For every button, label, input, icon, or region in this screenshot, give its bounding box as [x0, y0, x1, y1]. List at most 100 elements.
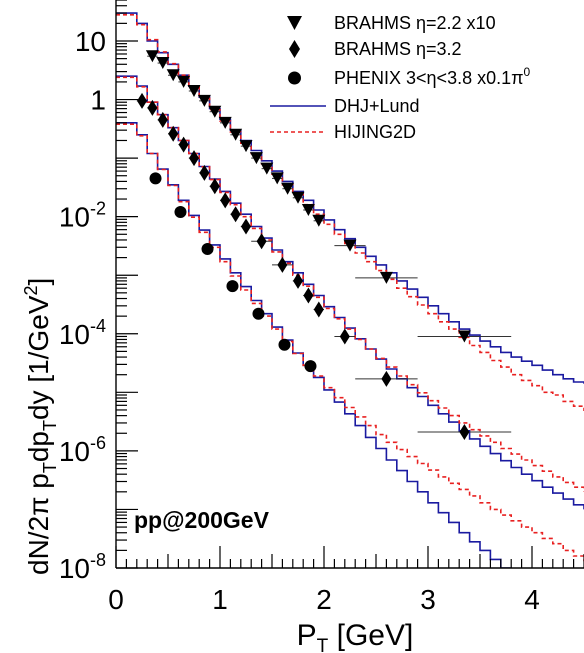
brahms-22-point	[208, 105, 222, 118]
y-tick-mantissa: 10	[59, 436, 90, 467]
hijing2d-curve-lower	[116, 123, 584, 562]
brahms-32-point	[178, 136, 189, 153]
y-tick-mantissa: 1	[90, 85, 106, 116]
brahms-32-point	[381, 370, 392, 387]
brahms-22-point	[239, 140, 253, 153]
legend-label-brahms-22: BRAHMS η=2.2 x10	[334, 13, 496, 33]
legend-entry-brahms-22: BRAHMS η=2.2 x10	[287, 13, 496, 33]
legend-label-hijing: HIJING2D	[334, 122, 416, 142]
brahms-32-point	[459, 424, 470, 441]
brahms-22-point	[156, 57, 170, 70]
brahms-22-point	[312, 214, 326, 227]
energy-annotation: pp@200GeV	[134, 507, 270, 533]
brahms-22-point	[281, 182, 295, 195]
legend-label-phenix-pi: π	[511, 68, 523, 88]
y-tick-label: 10-2	[59, 199, 106, 233]
y-tick-label: 10	[75, 26, 106, 57]
brahms-32-point	[277, 256, 288, 273]
x-tick-label: 0	[108, 584, 124, 615]
brahms-22-point	[379, 271, 393, 284]
phenix-point	[174, 206, 187, 219]
brahms-32-point	[209, 178, 220, 195]
brahms-32-point	[293, 272, 303, 289]
y-axis-label-sub1: T	[40, 462, 60, 473]
phenix-point	[278, 338, 291, 351]
x-tick-label: 4	[524, 584, 540, 615]
x-ticks: 0 1 2 3 4	[108, 546, 584, 615]
x-axis-label-unit: [GeV]	[328, 619, 413, 652]
brahms-22-point	[187, 84, 201, 97]
brahms-32-point	[256, 233, 267, 250]
x-axis-label-main: P	[297, 619, 317, 652]
phenix-point	[304, 360, 317, 373]
x-tick-label: 2	[316, 584, 332, 615]
y-axis-label: dN/2π pTdpTdy [1/GeV2]	[21, 278, 60, 575]
brahms-32-point	[157, 111, 168, 128]
legend-label-phenix-main: PHENIX 3<η<3.8 x0.1	[334, 68, 511, 88]
brahms-32-point	[189, 150, 199, 167]
x-axis-label-sub: T	[317, 636, 329, 653]
y-tick-label: 10-6	[59, 433, 106, 467]
y-tick-label: 10-4	[59, 316, 106, 350]
legend: BRAHMS η=2.2 x10 BRAHMS η=3.2 PHENIX 3<η…	[270, 13, 531, 142]
phenix-point	[201, 243, 214, 256]
brahms-22-point	[249, 152, 263, 165]
down-triangle-marker-icon	[287, 16, 302, 30]
legend-entry-dhj: DHJ+Lund	[270, 96, 420, 116]
brahms-32-point	[339, 328, 350, 345]
legend-entry-brahms-32: BRAHMS η=3.2	[289, 39, 462, 59]
y-tick-mantissa: 10	[59, 553, 90, 584]
hijing2d-curve-upper	[116, 14, 584, 411]
phenix-point	[149, 172, 162, 185]
phenix-point	[252, 307, 265, 320]
brahms-22-point	[229, 128, 243, 141]
data-points	[136, 50, 512, 441]
brahms-22-point	[343, 239, 357, 252]
legend-entry-phenix: PHENIX 3<η<3.8 x0.1π0	[288, 65, 531, 88]
y-axis-label-part2: dp	[23, 431, 54, 462]
brahms-32-point	[168, 125, 179, 142]
brahms-22-point	[166, 69, 180, 82]
legend-entry-hijing: HIJING2D	[270, 122, 416, 142]
y-axis-label-part4: ]	[23, 278, 54, 286]
brahms-22-point	[177, 75, 191, 88]
y-tick-exponent: -8	[90, 550, 106, 570]
legend-label-phenix: PHENIX 3<η<3.8 x0.1π0	[334, 65, 531, 88]
diamond-marker-icon	[289, 40, 300, 58]
y-tick-mantissa: 10	[59, 319, 90, 350]
legend-label-brahms-32: BRAHMS η=3.2	[334, 39, 462, 59]
legend-label-dhj: DHJ+Lund	[334, 96, 420, 116]
brahms-22-point	[457, 330, 471, 343]
x-tick-label: 1	[212, 584, 228, 615]
legend-label-phenix-sup: 0	[524, 65, 531, 79]
phenix-point	[226, 280, 239, 293]
brahms-32-point	[199, 164, 210, 181]
brahms-32-point	[137, 92, 147, 109]
y-tick-exponent: -2	[90, 199, 106, 219]
x-axis-label: PT [GeV]	[297, 619, 414, 653]
y-tick-label: 10-8	[59, 550, 106, 584]
brahms-22-point	[218, 116, 232, 129]
brahms-32-point	[241, 218, 251, 235]
brahms-22-point	[260, 162, 274, 175]
x-tick-label: 3	[420, 584, 436, 615]
y-axis-label-sup: 2	[21, 285, 41, 295]
brahms-22-point	[145, 50, 159, 63]
circle-marker-icon	[288, 71, 301, 85]
brahms-32-point	[230, 206, 241, 223]
y-tick-exponent: -6	[90, 433, 106, 453]
y-axis-label-sub2: T	[40, 420, 60, 431]
brahms-32-point	[303, 287, 314, 304]
y-tick-exponent: -4	[90, 316, 106, 336]
y-axis-label-part1: dN/2π p	[23, 473, 54, 575]
brahms-22-point	[197, 94, 211, 107]
y-tick-label: 1	[90, 85, 106, 116]
brahms-32-point	[220, 192, 231, 209]
brahms-22-point	[301, 203, 315, 216]
y-tick-mantissa: 10	[75, 26, 106, 57]
brahms-22-point	[270, 172, 284, 185]
y-axis-label-part3: dy [1/GeV	[23, 295, 54, 420]
y-tick-mantissa: 10	[59, 202, 90, 233]
